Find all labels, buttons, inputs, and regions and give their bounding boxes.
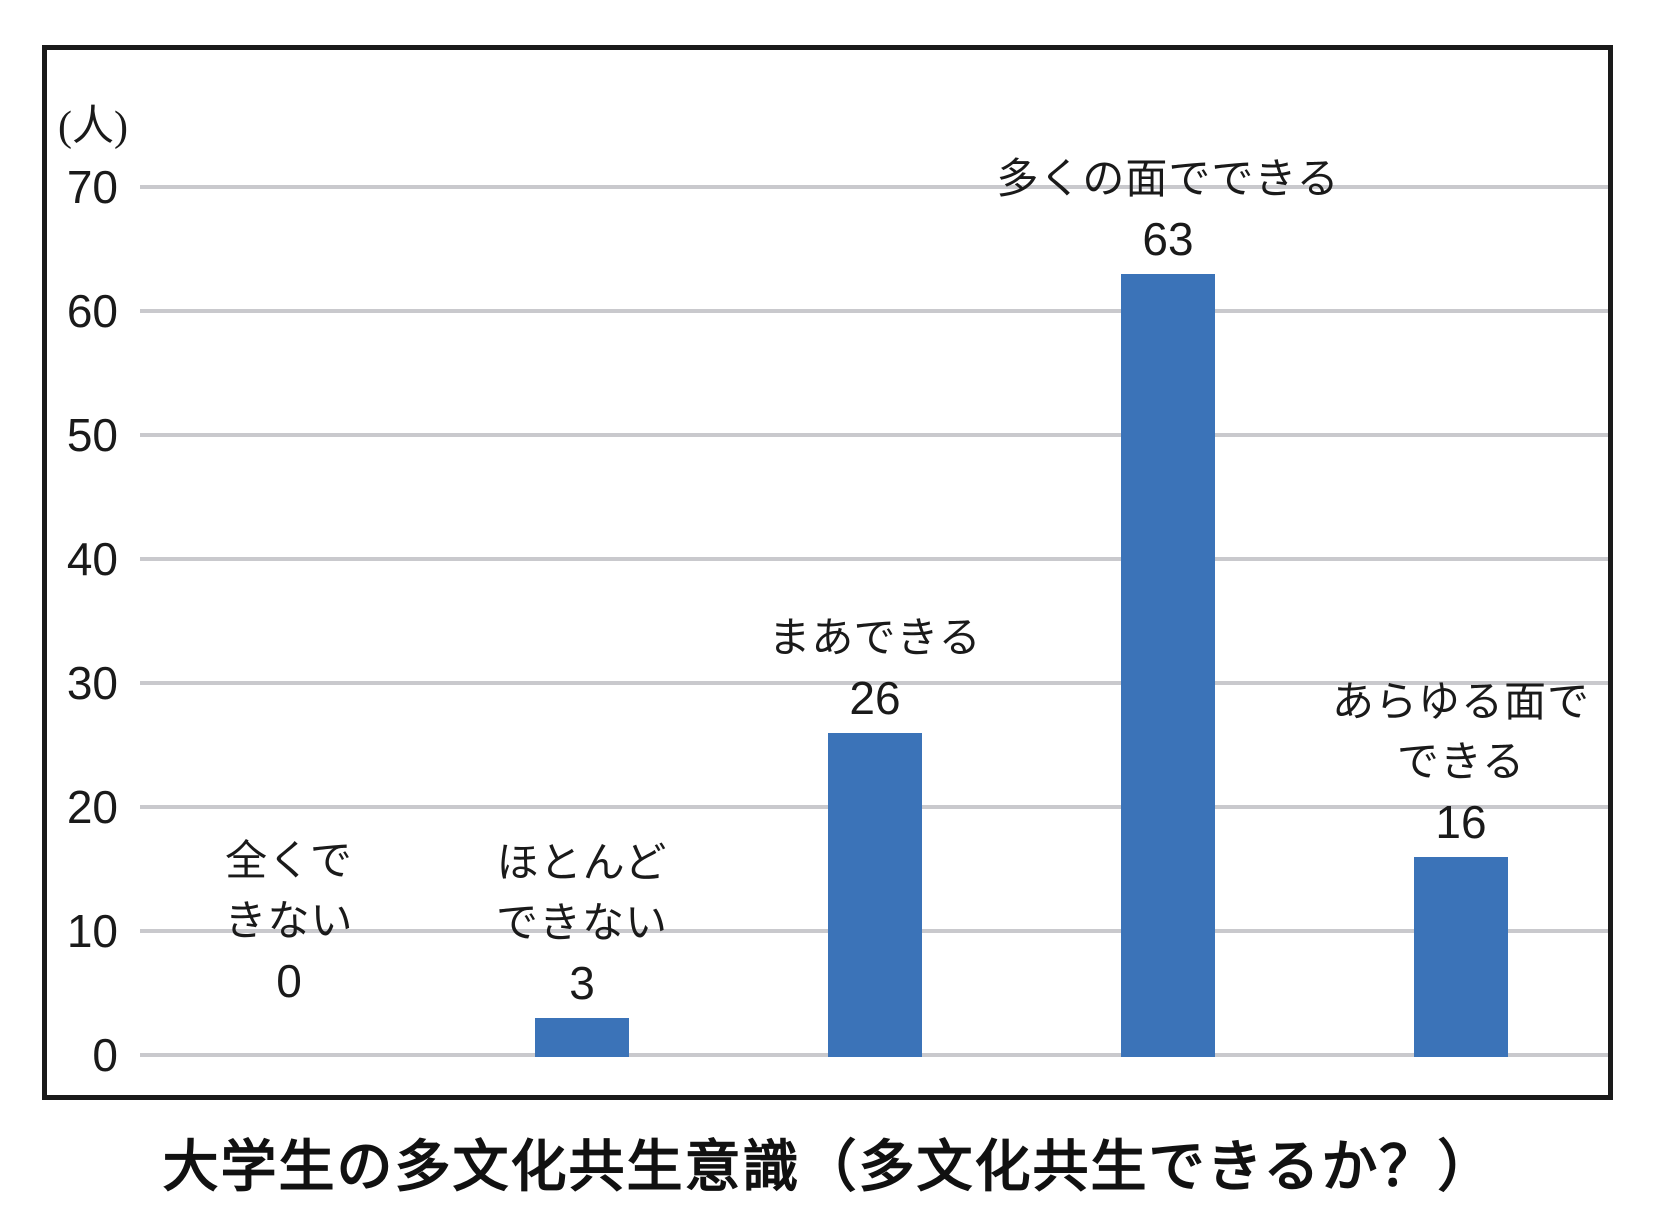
chart-frame [42,45,1613,1100]
y-axis-unit-label: (人) [58,104,128,150]
chart-title: 大学生の多文化共生意識（多文化共生できるか？） [162,1135,1496,1198]
